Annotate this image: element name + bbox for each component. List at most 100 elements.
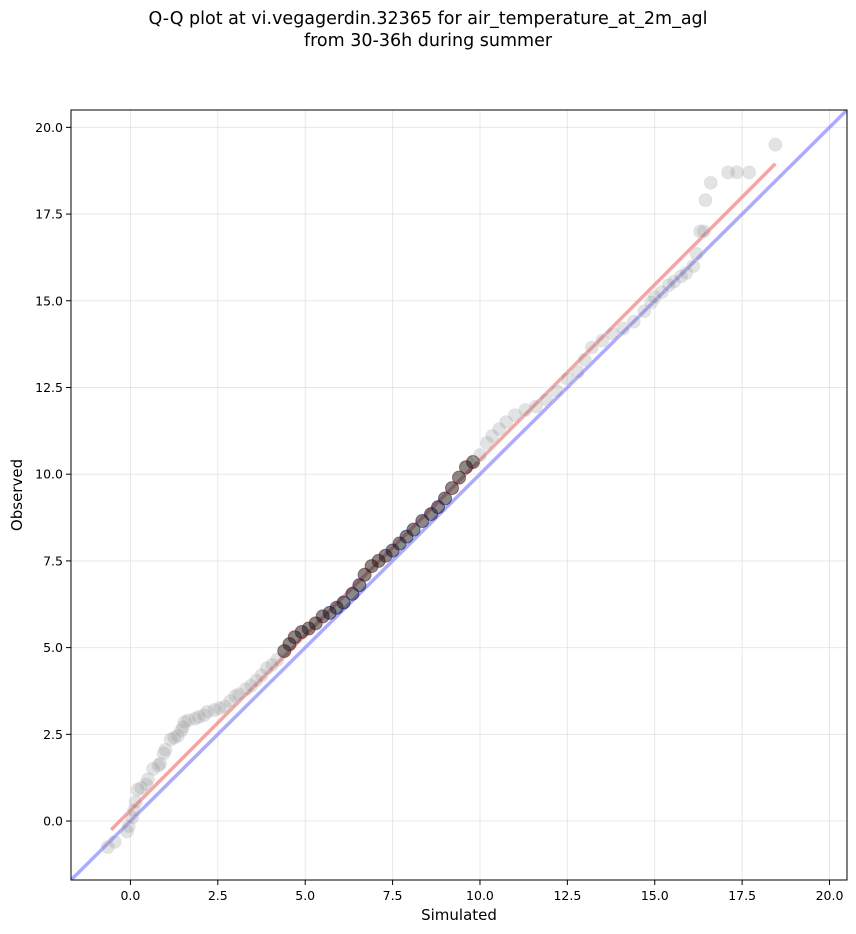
chart-title-line-1: Q-Q plot at vi.vegagerdin.32365 for air_… bbox=[148, 9, 708, 29]
data-point bbox=[465, 455, 480, 470]
data-point bbox=[174, 723, 189, 738]
data-point bbox=[121, 819, 136, 834]
data-point bbox=[181, 713, 196, 728]
y-tick-label: 17.5 bbox=[35, 207, 63, 222]
axis-ticks: 0.0 2.5 5.0 7.5 10.0 12.5 15.0 17.5 20.0 0.0 2.5 5.… bbox=[35, 120, 843, 903]
y-tick-label: 2.5 bbox=[43, 727, 63, 742]
data-point bbox=[406, 522, 421, 537]
grid bbox=[71, 110, 847, 880]
data-point bbox=[539, 392, 554, 407]
data-point bbox=[107, 834, 122, 849]
data-point bbox=[133, 781, 148, 796]
data-point bbox=[721, 165, 736, 180]
x-tick-label: 12.5 bbox=[553, 888, 581, 903]
data-point bbox=[644, 295, 659, 310]
data-point bbox=[244, 678, 259, 693]
chart-title-line-2: from 30-36h during summer bbox=[303, 31, 553, 51]
data-point bbox=[654, 285, 669, 300]
data-point bbox=[472, 448, 487, 463]
x-tick-label: 15.0 bbox=[641, 888, 669, 903]
data-point bbox=[616, 321, 631, 336]
data-point bbox=[438, 491, 453, 506]
data-point bbox=[217, 699, 232, 714]
data-point bbox=[479, 435, 494, 450]
data-point bbox=[140, 772, 155, 787]
x-tick-label: 10.0 bbox=[466, 888, 494, 903]
data-point bbox=[492, 422, 507, 437]
data-point bbox=[231, 687, 246, 702]
y-tick-label: 12.5 bbox=[35, 380, 63, 395]
y-tick-label: 5.0 bbox=[43, 640, 63, 655]
data-point bbox=[163, 732, 178, 747]
data-point bbox=[170, 729, 185, 744]
data-point bbox=[259, 661, 274, 676]
data-point bbox=[647, 290, 662, 305]
data-point bbox=[499, 415, 514, 430]
x-axis-label: Simulated bbox=[421, 906, 497, 924]
data-point bbox=[577, 352, 592, 367]
data-point bbox=[570, 364, 585, 379]
data-point bbox=[130, 782, 145, 797]
data-point bbox=[507, 408, 522, 423]
x-tick-label: 7.5 bbox=[383, 888, 403, 903]
y-tick-label: 10.0 bbox=[35, 467, 63, 482]
data-point bbox=[264, 657, 279, 672]
data-point bbox=[177, 715, 192, 730]
data-point bbox=[485, 429, 500, 444]
data-points bbox=[100, 137, 783, 855]
data-point bbox=[729, 165, 744, 180]
data-point bbox=[249, 673, 264, 688]
data-point bbox=[637, 304, 652, 319]
data-point bbox=[689, 246, 704, 261]
data-point bbox=[698, 193, 713, 208]
data-point bbox=[661, 278, 676, 293]
data-point bbox=[100, 840, 115, 855]
data-point bbox=[605, 326, 620, 341]
data-point bbox=[452, 470, 466, 485]
data-point bbox=[146, 762, 161, 777]
data-point bbox=[666, 274, 681, 289]
chart-title: Q-Q plot at vi.vegagerdin.32365 for air_… bbox=[0, 8, 856, 52]
data-point bbox=[686, 259, 701, 274]
data-point bbox=[742, 165, 757, 180]
data-point bbox=[175, 720, 190, 735]
data-point bbox=[445, 481, 460, 496]
data-point bbox=[158, 742, 173, 757]
data-point bbox=[696, 224, 711, 239]
data-point bbox=[156, 746, 171, 761]
plot-frame bbox=[70, 109, 848, 881]
x-tick-label: 17.5 bbox=[728, 888, 756, 903]
y-tick-label: 20.0 bbox=[35, 120, 63, 135]
data-point bbox=[336, 595, 351, 610]
data-point bbox=[528, 399, 543, 414]
x-tick-label: 5.0 bbox=[295, 888, 315, 903]
reference-lines bbox=[71, 110, 847, 880]
data-point bbox=[188, 711, 203, 726]
identity-line bbox=[71, 110, 847, 880]
data-point bbox=[167, 730, 182, 745]
data-point bbox=[693, 224, 708, 239]
data-point bbox=[223, 694, 238, 709]
data-point bbox=[768, 137, 783, 152]
data-point bbox=[128, 794, 143, 809]
data-point bbox=[626, 314, 641, 329]
data-point bbox=[518, 403, 533, 418]
x-tick-label: 20.0 bbox=[816, 888, 844, 903]
x-tick-label: 0.0 bbox=[120, 888, 140, 903]
data-point bbox=[228, 689, 243, 704]
data-point bbox=[200, 704, 215, 719]
data-point bbox=[212, 701, 227, 716]
data-point bbox=[673, 269, 688, 284]
data-point bbox=[126, 803, 141, 818]
x-tick-label: 2.5 bbox=[208, 888, 228, 903]
data-point bbox=[703, 175, 718, 190]
y-tick-label: 0.0 bbox=[43, 814, 63, 829]
data-point bbox=[153, 756, 168, 771]
y-axis-label: Observed bbox=[8, 459, 26, 531]
y-tick-label: 7.5 bbox=[43, 553, 63, 568]
data-point bbox=[238, 682, 253, 697]
y-tick-label: 15.0 bbox=[35, 293, 63, 308]
data-point bbox=[125, 810, 140, 825]
data-point bbox=[679, 266, 694, 281]
